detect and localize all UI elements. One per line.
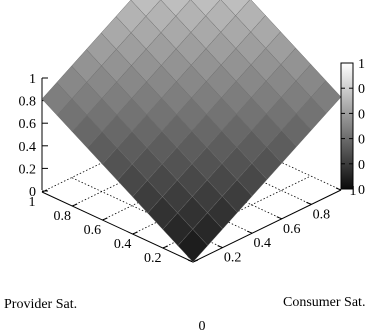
colorbar-tick-label: 0 bbox=[358, 158, 365, 173]
y-tick bbox=[187, 259, 194, 263]
x-axis-line bbox=[41, 191, 194, 263]
z-tick-label: 0.2 bbox=[19, 162, 37, 177]
surface bbox=[41, 0, 342, 263]
colorbar-tick-label: 1 bbox=[358, 57, 365, 72]
x-tick bbox=[102, 217, 108, 221]
y-tick bbox=[247, 230, 253, 234]
y-tick bbox=[276, 216, 282, 220]
z-tick-label: 0.6 bbox=[19, 117, 37, 132]
x-tick bbox=[192, 259, 199, 263]
x-tick-label: 0.6 bbox=[84, 223, 102, 238]
colorbar-tick-label: 0 bbox=[358, 82, 365, 97]
y-axis-label: Consumer Sat. bbox=[283, 295, 365, 310]
z-tick-label: 0.8 bbox=[19, 95, 37, 110]
y-tick bbox=[217, 245, 223, 249]
x-tick-label: 0.2 bbox=[144, 251, 162, 266]
y-axis-line bbox=[192, 189, 342, 263]
colorbar-gradient bbox=[340, 62, 354, 190]
axis-labels: Provider Sat. Consumer Sat. bbox=[4, 295, 365, 312]
z-tick-label: 0.4 bbox=[19, 140, 37, 155]
y-tick-label: 0.6 bbox=[283, 222, 301, 237]
x-tick-label: 0.4 bbox=[114, 237, 132, 252]
colorbar-tick-label: 0 bbox=[358, 133, 365, 148]
colorbar-tick-label: 0 bbox=[358, 183, 365, 198]
y-tick bbox=[335, 187, 342, 191]
y-tick bbox=[306, 201, 312, 205]
y-tick-label: 0.2 bbox=[224, 251, 242, 266]
z-tick-label: 1 bbox=[29, 72, 36, 87]
y-tick-label: 0.8 bbox=[313, 207, 331, 222]
x-tick-label: 0.8 bbox=[53, 209, 71, 224]
x-tick bbox=[72, 203, 78, 207]
x-tick bbox=[162, 245, 168, 249]
z-tick-label: 0 bbox=[29, 185, 36, 200]
x-axis-label: Provider Sat. bbox=[4, 297, 77, 312]
y-tick-label: 0 bbox=[199, 319, 206, 333]
y-tick-label: 0.4 bbox=[253, 236, 271, 251]
surface-cell bbox=[177, 228, 209, 263]
x-tick-label: 1 bbox=[29, 195, 36, 210]
floor-gridline-x bbox=[162, 175, 311, 249]
y-tick-label: 1 bbox=[350, 184, 357, 199]
x-tick bbox=[132, 231, 138, 235]
axes: 00.20.40.60.8100.20.40.60.8110.80.60.40.… bbox=[19, 72, 357, 333]
colorbar-tick-label: 0 bbox=[358, 107, 365, 122]
